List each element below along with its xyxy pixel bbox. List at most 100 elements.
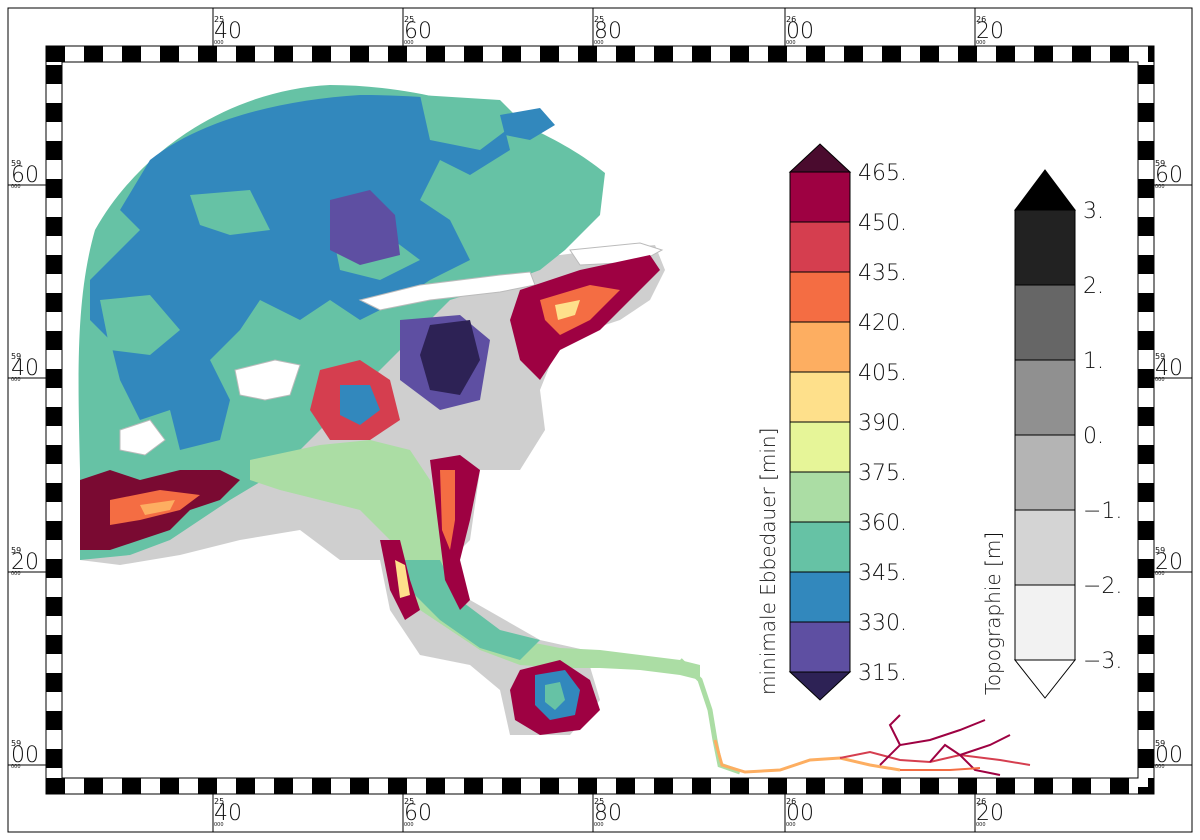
lower-basin-teal (545, 682, 565, 710)
region-315-c (420, 320, 480, 395)
legend-topo-swatch (1014, 359, 1076, 436)
legend-topo-label: −3. (1083, 649, 1122, 674)
graticule-label-prefix: 59 (11, 546, 21, 555)
legend-topo-label: 2. (1083, 274, 1104, 299)
graticule-label-suffix: 000 (11, 764, 21, 770)
border-segment (654, 778, 673, 794)
border-segment (46, 635, 62, 654)
border-segment (1034, 778, 1053, 794)
border-segment (160, 46, 179, 62)
border-segment (1138, 65, 1154, 84)
border-segment (84, 778, 103, 794)
border-segment (1138, 141, 1154, 160)
border-segment (1072, 46, 1091, 62)
graticule-label-value: 20 (976, 19, 1004, 44)
legend-ebb-duration: 465. 450. 435. 420. 405. 390. 375. 360. 345. 330.… (788, 143, 907, 701)
border-segment (236, 778, 255, 794)
region-330-patch (500, 108, 555, 140)
legend-ebb-min-arrow (788, 671, 852, 701)
border-segment (160, 778, 179, 794)
border-segment (1138, 445, 1154, 464)
legend-ebb-swatch (789, 321, 851, 373)
graticule-label-prefix: 26 (786, 15, 796, 24)
graticule-label-value: 00 (11, 743, 39, 768)
border-segment (46, 369, 62, 388)
island-west (119, 419, 166, 456)
border-segment (616, 46, 635, 62)
border-segment (1138, 787, 1154, 794)
border-segment (46, 787, 62, 794)
graticule-label-prefix: 25 (594, 15, 604, 24)
graticule-label-value: 20 (1155, 550, 1183, 575)
legend-ebb-label: 405. (858, 361, 907, 386)
graticule-label-value: 40 (214, 801, 242, 826)
graticule-label-prefix: 26 (976, 15, 986, 24)
legend-ebb-swatch (789, 371, 851, 423)
graticule-label-prefix: 59 (1155, 739, 1165, 748)
map-content (78, 85, 1031, 776)
border-segment (1138, 293, 1154, 312)
legend-topo-swatch (1014, 434, 1076, 511)
border-segment (46, 46, 65, 62)
graticule-label-suffix: 000 (1155, 764, 1165, 770)
border-segment (1034, 46, 1053, 62)
border-segment (122, 778, 141, 794)
border-segment (1138, 369, 1154, 388)
border-segment (350, 46, 369, 62)
border-segment (46, 673, 62, 692)
border-segment (1138, 597, 1154, 616)
legend-topo-label: 0. (1083, 424, 1104, 449)
border-segment (46, 179, 62, 198)
legend-ebb-label: 450. (858, 211, 907, 236)
graticule-label-prefix: 26 (976, 797, 986, 806)
border-segment (806, 778, 825, 794)
border-segment (1138, 673, 1154, 692)
coastal-fringe-east-orange (440, 470, 455, 550)
border-segment (1138, 635, 1154, 654)
legend-ebb-label: 315. (858, 661, 907, 686)
region-330 (90, 95, 510, 450)
border-segment (350, 778, 369, 794)
legend-topo-swatch (1014, 284, 1076, 361)
border-segment (1138, 407, 1154, 426)
border-segment (730, 46, 749, 62)
graticule-label-suffix: 000 (214, 822, 224, 828)
border-segment (46, 407, 62, 426)
graticule-label-value: 60 (404, 801, 432, 826)
border-segment (46, 331, 62, 350)
region-345-patch-a (190, 190, 270, 235)
legend-topo-swatch (1014, 209, 1076, 286)
border-segment (692, 778, 711, 794)
border-segment (1138, 255, 1154, 274)
border-segment (198, 46, 217, 62)
legend-ebb-swatch (789, 571, 851, 623)
border-segment (426, 46, 445, 62)
graticule-label-prefix: 59 (1155, 352, 1165, 361)
border-segment (312, 778, 331, 794)
border-segment (920, 46, 939, 62)
legend-ebb-swatch (789, 621, 851, 673)
graticule-label-prefix: 25 (594, 797, 604, 806)
border-segment (1148, 46, 1154, 62)
graticule-label-prefix: 59 (1155, 159, 1165, 168)
graticule-label-suffix: 000 (786, 822, 796, 828)
graticule-label-prefix: 25 (404, 15, 414, 24)
graticule-label-value: 20 (11, 550, 39, 575)
graticule-label-value: 40 (1155, 356, 1183, 381)
graticule-label-suffix: 000 (1155, 571, 1165, 577)
legend-topo-label: −2. (1083, 574, 1122, 599)
border-segment (1138, 521, 1154, 540)
border-segment (46, 483, 62, 502)
border-segment (1110, 46, 1129, 62)
graticule-label-value: 60 (1155, 163, 1183, 188)
graticule-label-suffix: 000 (404, 40, 414, 46)
border-segment (540, 778, 559, 794)
